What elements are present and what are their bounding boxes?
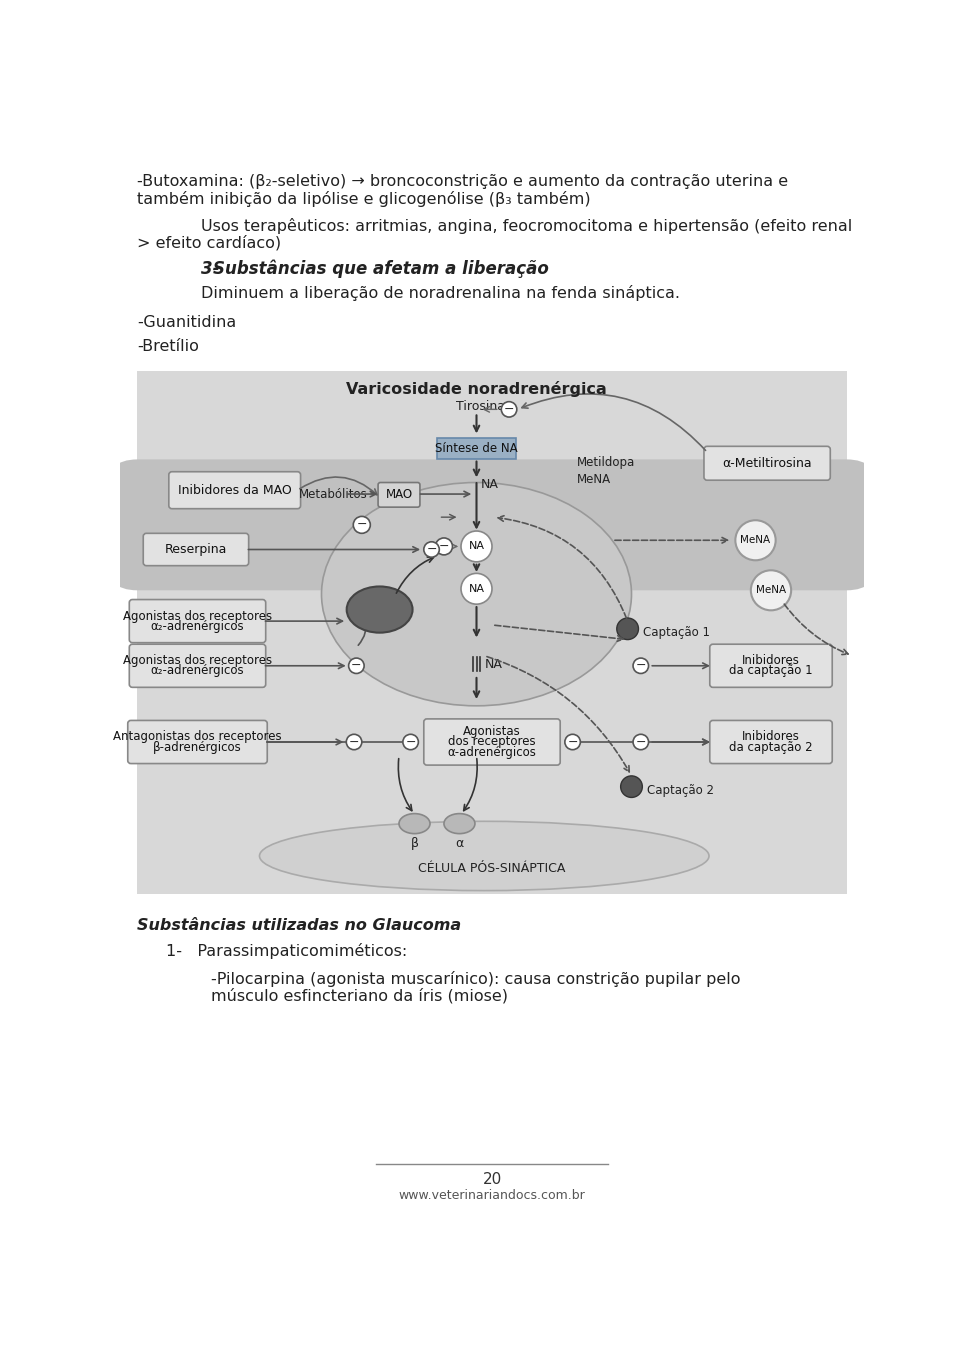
Text: Tirosina: Tirosina (456, 401, 505, 413)
Circle shape (461, 573, 492, 604)
Ellipse shape (259, 822, 709, 891)
Text: NA: NA (468, 584, 485, 593)
Circle shape (353, 516, 371, 534)
Text: −: − (356, 519, 367, 531)
Text: 3-: 3- (202, 259, 220, 278)
Text: Síntese de NA: Síntese de NA (435, 443, 517, 455)
Ellipse shape (399, 813, 430, 834)
Text: Captação 1: Captação 1 (643, 626, 710, 638)
Text: β: β (411, 837, 419, 850)
Text: MeNA: MeNA (577, 474, 612, 486)
Circle shape (436, 538, 452, 555)
Text: www.veterinariandocs.com.br: www.veterinariandocs.com.br (398, 1190, 586, 1202)
Text: −: − (426, 543, 437, 555)
Text: -Pilocarpina (agonista muscarínico): causa constrição pupilar pelo: -Pilocarpina (agonista muscarínico): cau… (211, 971, 741, 987)
Circle shape (633, 735, 649, 750)
Text: 1-   Parassimpaticomiméticos:: 1- Parassimpaticomiméticos: (166, 942, 408, 959)
FancyBboxPatch shape (378, 482, 420, 507)
Text: Inibidores: Inibidores (742, 655, 800, 667)
Text: Metabólitos: Metabólitos (300, 488, 368, 501)
Text: 20: 20 (482, 1172, 502, 1187)
Text: −: − (439, 540, 449, 553)
Text: Substâncias que afetam a liberação: Substâncias que afetam a liberação (213, 259, 549, 278)
Text: NA: NA (468, 542, 485, 551)
Text: Captação 2: Captação 2 (647, 784, 714, 797)
Circle shape (735, 520, 776, 561)
Text: Reserpina: Reserpina (165, 543, 228, 555)
Text: Agonistas: Agonistas (463, 725, 521, 739)
Text: dos receptores: dos receptores (448, 736, 536, 748)
Text: -Bretílio: -Bretílio (137, 338, 199, 353)
Ellipse shape (322, 482, 632, 706)
FancyBboxPatch shape (128, 721, 267, 763)
Text: Agonistas dos receptores: Agonistas dos receptores (123, 610, 272, 622)
Text: Inibidores: Inibidores (742, 731, 800, 743)
Text: −: − (567, 736, 578, 748)
Text: > efeito cardíaco): > efeito cardíaco) (137, 235, 281, 251)
Circle shape (461, 531, 492, 562)
FancyBboxPatch shape (169, 471, 300, 509)
Text: Metildopa: Metildopa (577, 455, 636, 469)
FancyBboxPatch shape (106, 459, 878, 591)
Text: α-Metiltirosina: α-Metiltirosina (722, 456, 812, 470)
Text: −: − (351, 659, 362, 672)
Text: NA: NA (481, 478, 499, 492)
Text: da captação 1: da captação 1 (730, 664, 813, 678)
FancyBboxPatch shape (137, 371, 847, 895)
Circle shape (501, 402, 516, 417)
Text: −: − (636, 736, 646, 748)
Text: Agonistas dos receptores: Agonistas dos receptores (123, 655, 272, 667)
Text: α₂-adrenérgicos: α₂-adrenérgicos (151, 619, 244, 633)
Text: β-adrenérgicos: β-adrenérgicos (154, 740, 242, 754)
Text: -Butoxamina: (β₂-seletivo) → broncoconstrição e aumento da contração uterina e: -Butoxamina: (β₂-seletivo) → broncoconst… (137, 174, 788, 189)
FancyBboxPatch shape (437, 437, 516, 459)
Text: Varicosidade noradrenérgica: Varicosidade noradrenérgica (347, 380, 607, 397)
Circle shape (423, 542, 440, 557)
Text: MeNA: MeNA (740, 535, 771, 546)
Text: NA: NA (484, 657, 502, 671)
Text: −: − (405, 736, 416, 748)
Circle shape (564, 735, 581, 750)
Text: −: − (504, 403, 515, 416)
FancyBboxPatch shape (143, 534, 249, 566)
FancyBboxPatch shape (704, 447, 830, 481)
Text: também inibição da lipólise e glicogenólise (β₃ também): também inibição da lipólise e glicogenól… (137, 190, 590, 206)
FancyBboxPatch shape (423, 718, 561, 765)
Text: MAO: MAO (385, 488, 413, 501)
Text: −: − (636, 659, 646, 672)
FancyBboxPatch shape (709, 644, 832, 687)
FancyBboxPatch shape (709, 721, 832, 763)
FancyBboxPatch shape (130, 644, 266, 687)
Text: −: − (348, 736, 359, 748)
Text: Substâncias utilizadas no Glaucoma: Substâncias utilizadas no Glaucoma (137, 918, 461, 933)
FancyBboxPatch shape (130, 599, 266, 642)
Circle shape (348, 659, 364, 674)
Text: Usos terapêuticos: arritmias, angina, feocromocitoma e hipertensão (efeito renal: Usos terapêuticos: arritmias, angina, fe… (202, 219, 852, 235)
Circle shape (347, 735, 362, 750)
Text: músculo esfincteriano da íris (miose): músculo esfincteriano da íris (miose) (211, 989, 509, 1004)
Circle shape (751, 570, 791, 610)
Text: Inibidores da MAO: Inibidores da MAO (178, 483, 292, 497)
Ellipse shape (347, 587, 413, 633)
Circle shape (621, 775, 642, 797)
Circle shape (403, 735, 419, 750)
Text: α₂-adrenérgicos: α₂-adrenérgicos (151, 664, 244, 678)
Text: α: α (455, 837, 464, 850)
Text: Diminuem a liberação de noradrenalina na fenda sináptica.: Diminuem a liberação de noradrenalina na… (202, 285, 681, 300)
Text: -Guanitidina: -Guanitidina (137, 315, 236, 330)
Text: da captação 2: da captação 2 (730, 740, 813, 754)
Text: Antagonistas dos receptores: Antagonistas dos receptores (113, 731, 282, 743)
Circle shape (633, 659, 649, 674)
Text: α-adrenérgicos: α-adrenérgicos (447, 746, 537, 759)
Ellipse shape (444, 813, 475, 834)
Circle shape (616, 618, 638, 640)
Text: MeNA: MeNA (756, 585, 786, 595)
Text: CÉLULA PÓS-SINÁPTICA: CÉLULA PÓS-SINÁPTICA (419, 862, 565, 875)
